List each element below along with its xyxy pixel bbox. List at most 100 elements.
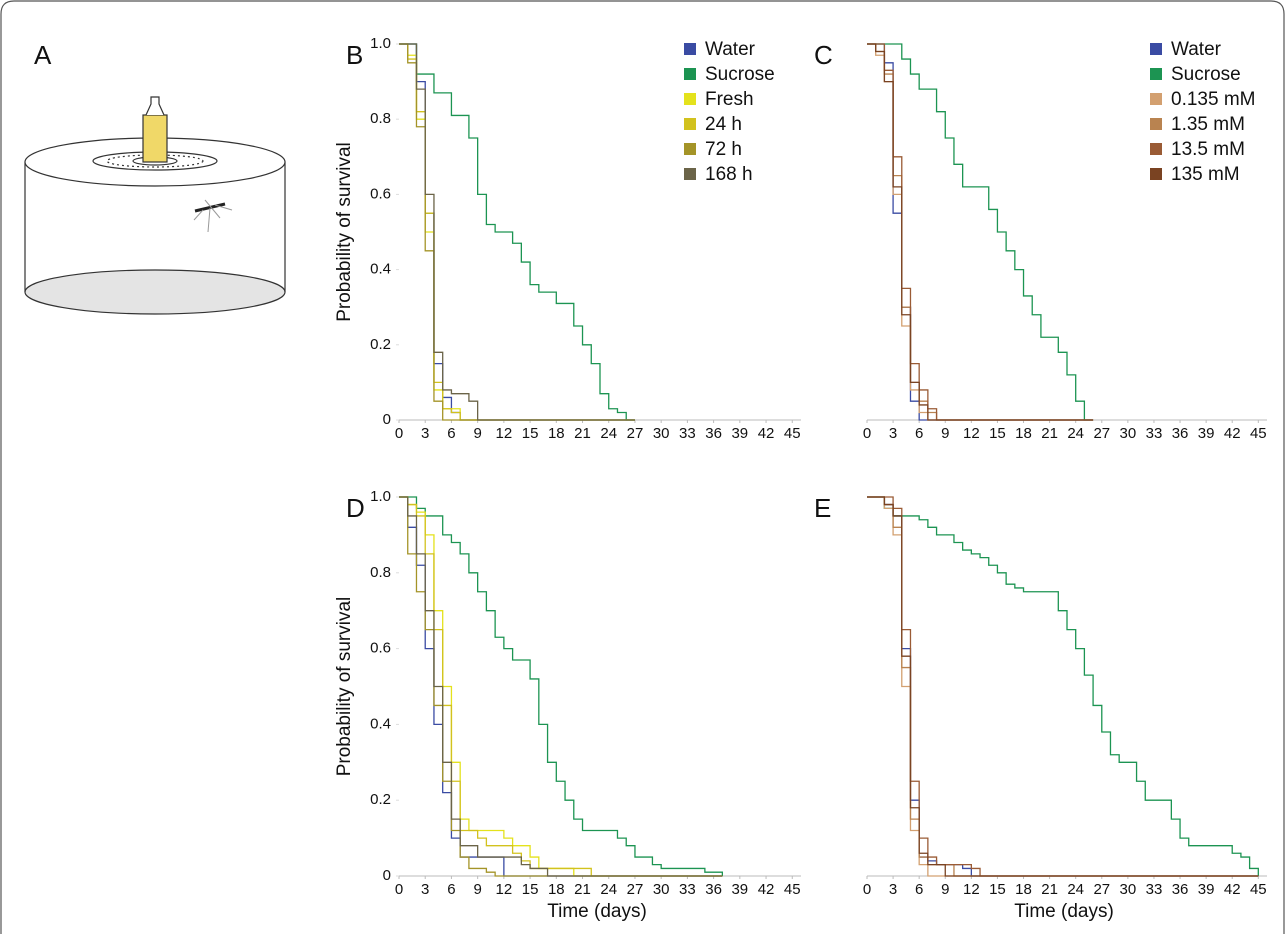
survival-curve xyxy=(867,496,1259,877)
x-tick-label: 27 xyxy=(1093,425,1110,442)
x-tick-label: 18 xyxy=(548,425,565,442)
x-tick-label: 27 xyxy=(627,881,644,898)
x-axis-title: Time (days) xyxy=(547,901,647,922)
survival-curve xyxy=(867,43,1094,421)
x-tick-label: 3 xyxy=(889,881,897,898)
legend-swatch xyxy=(1150,168,1162,180)
y-tick-label: 0 xyxy=(383,411,391,428)
x-tick-label: 36 xyxy=(705,425,722,442)
survival-curve xyxy=(399,496,723,877)
x-tick-label: 9 xyxy=(473,425,481,442)
survival-curve xyxy=(399,496,723,877)
y-axis-title: Probability of survival xyxy=(334,142,355,322)
x-tick-label: 18 xyxy=(548,881,565,898)
survival-curve xyxy=(867,43,1094,421)
x-tick-label: 21 xyxy=(1041,425,1058,442)
x-tick-label: 12 xyxy=(496,881,513,898)
x-tick-label: 39 xyxy=(731,881,748,898)
x-tick-label: 9 xyxy=(941,425,949,442)
survival-curve xyxy=(867,43,1094,421)
survival-curve xyxy=(867,496,1259,877)
x-tick-label: 30 xyxy=(1120,425,1137,442)
y-tick-label: 0.4 xyxy=(370,715,391,732)
x-tick-label: 0 xyxy=(863,425,871,442)
x-tick-label: 15 xyxy=(989,425,1006,442)
x-tick-label: 15 xyxy=(989,881,1006,898)
x-tick-label: 3 xyxy=(421,881,429,898)
x-tick-label: 45 xyxy=(784,425,801,442)
y-tick-label: 1.0 xyxy=(370,35,391,52)
panel-label: D xyxy=(346,493,365,523)
y-axis-title: Probability of survival xyxy=(334,597,355,777)
survival-curve xyxy=(399,496,723,876)
y-tick-label: 0.4 xyxy=(370,261,391,278)
x-tick-label: 0 xyxy=(395,881,403,898)
legend-label: Sucrose xyxy=(1171,64,1241,85)
x-tick-label: 30 xyxy=(653,881,670,898)
x-tick-label: 21 xyxy=(1041,881,1058,898)
x-tick-label: 33 xyxy=(679,425,696,442)
x-tick-label: 6 xyxy=(447,425,455,442)
y-tick-label: 0.8 xyxy=(370,564,391,581)
x-tick-label: 18 xyxy=(1015,425,1032,442)
x-tick-label: 6 xyxy=(447,881,455,898)
x-tick-label: 33 xyxy=(679,881,696,898)
y-tick-label: 0 xyxy=(383,867,391,884)
legend-label: Fresh xyxy=(705,89,754,110)
survival-curve xyxy=(867,496,1259,876)
x-tick-label: 9 xyxy=(941,881,949,898)
x-tick-label: 30 xyxy=(653,425,670,442)
legend-swatch xyxy=(1150,93,1162,105)
x-tick-label: 42 xyxy=(758,881,775,898)
x-tick-label: 27 xyxy=(627,425,644,442)
survival-curve xyxy=(399,43,635,421)
legend-swatch xyxy=(1150,143,1162,155)
x-tick-label: 33 xyxy=(1146,881,1163,898)
panel-label: E xyxy=(814,493,831,523)
x-tick-label: 18 xyxy=(1015,881,1032,898)
legend-swatch xyxy=(684,93,696,105)
x-tick-label: 12 xyxy=(963,881,980,898)
x-tick-label: 24 xyxy=(600,425,617,442)
x-tick-label: 21 xyxy=(574,425,591,442)
survival-curve xyxy=(399,43,635,421)
legend-label: 0.135 mM xyxy=(1171,89,1255,110)
legend-swatch xyxy=(1150,118,1162,130)
cage-illustration xyxy=(24,96,286,315)
legend-label: 72 h xyxy=(705,139,742,160)
y-tick-label: 0.8 xyxy=(370,110,391,127)
survival-curve xyxy=(867,496,1259,877)
x-tick-label: 45 xyxy=(784,881,801,898)
y-tick-label: 1.0 xyxy=(370,488,391,505)
x-tick-label: 24 xyxy=(1067,881,1084,898)
x-tick-label: 0 xyxy=(863,881,871,898)
x-tick-label: 27 xyxy=(1093,881,1110,898)
survival-curve xyxy=(867,43,1094,421)
x-tick-label: 6 xyxy=(915,881,923,898)
panel-label: A xyxy=(34,40,52,70)
x-tick-label: 42 xyxy=(758,425,775,442)
x-tick-label: 15 xyxy=(522,881,539,898)
x-tick-label: 39 xyxy=(1198,425,1215,442)
x-axis-title: Time (days) xyxy=(1014,901,1114,922)
legend-label: Water xyxy=(1171,39,1222,60)
x-tick-label: 21 xyxy=(574,881,591,898)
x-tick-label: 45 xyxy=(1250,425,1267,442)
x-tick-label: 36 xyxy=(1172,425,1189,442)
legend-swatch xyxy=(684,68,696,80)
legend-label: Sucrose xyxy=(705,64,775,85)
x-tick-label: 0 xyxy=(395,425,403,442)
x-tick-label: 30 xyxy=(1120,881,1137,898)
x-tick-label: 15 xyxy=(522,425,539,442)
x-tick-label: 45 xyxy=(1250,881,1267,898)
legend-label: 135 mM xyxy=(1171,164,1240,185)
x-tick-label: 42 xyxy=(1224,425,1241,442)
y-tick-label: 0.2 xyxy=(370,336,391,353)
x-tick-label: 9 xyxy=(473,881,481,898)
x-tick-label: 39 xyxy=(1198,881,1215,898)
x-tick-label: 12 xyxy=(496,425,513,442)
survival-curve xyxy=(867,43,1094,421)
